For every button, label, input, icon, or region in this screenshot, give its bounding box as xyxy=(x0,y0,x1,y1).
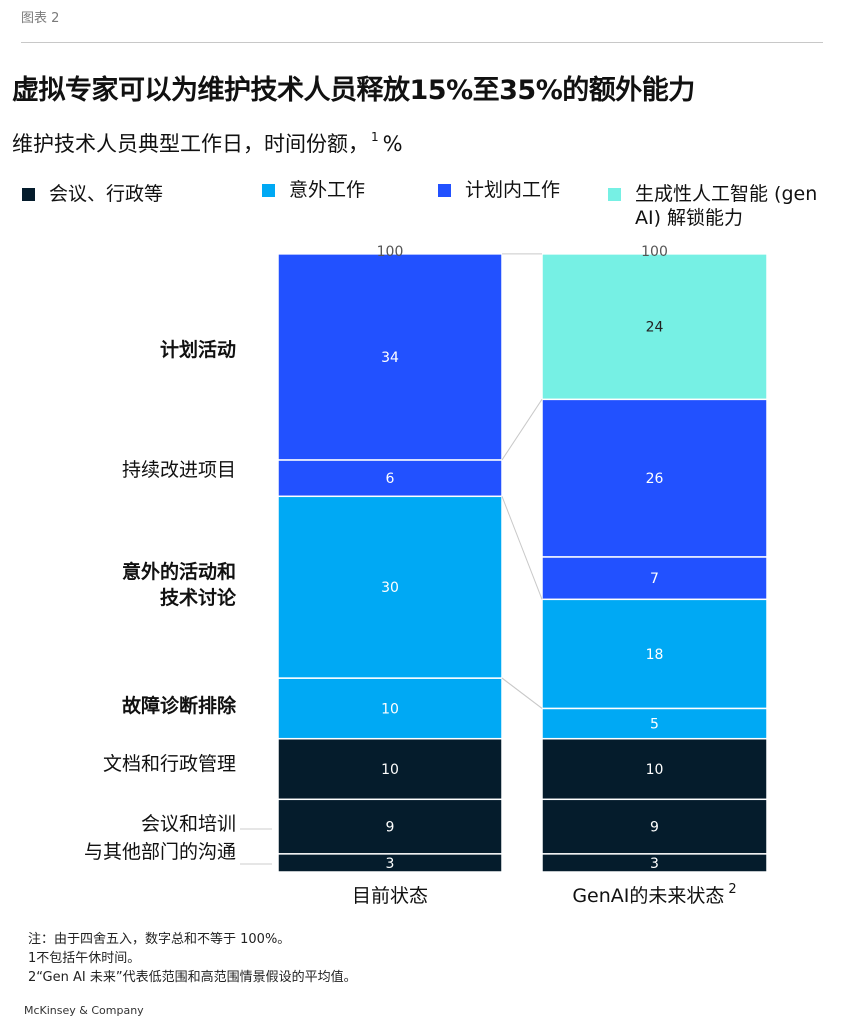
data-label-0-1: 9 xyxy=(386,820,395,836)
row-label-6-0: 与其他部门的沟通 xyxy=(84,841,236,863)
bar-1-segment-1 xyxy=(541,798,768,855)
data-label-0-3: 10 xyxy=(381,701,399,717)
bar-1-segment-5 xyxy=(541,556,768,601)
legend-label-planned: 计划内工作 xyxy=(465,179,561,201)
bar-1-segment-2 xyxy=(541,737,768,801)
connector-line-extra xyxy=(501,677,543,709)
row-label-0-0: 计划活动 xyxy=(160,338,236,361)
legend-swatch-unplanned xyxy=(262,184,275,197)
legend-swatch-genai xyxy=(608,188,621,201)
data-label-0-6: 34 xyxy=(381,350,399,366)
legend-item-unplanned: 意外工作 xyxy=(262,178,365,202)
category-footnote-ref-1: 2 xyxy=(728,882,736,897)
chart-title: 虚拟专家可以为维护技术人员释放15%至35%的额外能力 xyxy=(12,75,695,106)
bar-0-segment-6 xyxy=(277,253,503,461)
exhibit-label: 图表 2 xyxy=(21,11,60,26)
footnote-rounding: 注：由于四舍五入，数字总和不等于 100%。 xyxy=(28,932,291,947)
footnotes: 注：由于四舍五入，数字总和不等于 100%。 1不包括午休时间。 2“Gen A… xyxy=(28,930,357,987)
total-label-0: 100 xyxy=(377,244,404,260)
legend-item-meetings: 会议、行政等 xyxy=(22,182,163,206)
bar-1-segment-3 xyxy=(541,707,768,740)
row-label-1-0: 持续改进项目 xyxy=(122,459,236,481)
subtitle-unit: % xyxy=(382,132,403,156)
data-label-0-2: 10 xyxy=(381,762,399,778)
total-label-1: 100 xyxy=(641,244,668,260)
data-label-1-4: 18 xyxy=(646,647,664,663)
bar-0-segment-3 xyxy=(277,677,503,740)
header-divider xyxy=(21,42,823,43)
legend-label-unplanned: 意外工作 xyxy=(289,179,366,201)
data-label-1-5: 7 xyxy=(650,571,659,587)
legend-item-planned: 计划内工作 xyxy=(438,178,560,202)
subtitle-footnote-ref: 1 xyxy=(371,130,379,144)
legend-swatch-planned xyxy=(438,184,451,197)
row-label-2-1: 技术讨论 xyxy=(160,586,237,609)
data-label-1-7: 24 xyxy=(646,320,664,336)
footnote-1: 1不包括午休时间。 xyxy=(28,951,141,966)
legend-item-genai: 生成性人工智能 (gen AI) 解锁能力 xyxy=(608,182,840,230)
data-label-0-0: 3 xyxy=(386,856,395,872)
subtitle-text: 维护技术人员典型工作日，时间份额， xyxy=(12,132,369,156)
bar-1-segment-7 xyxy=(541,253,768,401)
bar-0-segment-2 xyxy=(277,737,503,801)
legend-label-genai: 生成性人工智能 (gen AI) 解锁能力 xyxy=(635,183,818,229)
data-label-1-0: 3 xyxy=(650,856,659,872)
connector-line-1 xyxy=(501,496,543,600)
row-label-5-0: 会议和培训 xyxy=(141,813,236,835)
data-label-1-1: 9 xyxy=(650,820,659,836)
data-label-1-6: 26 xyxy=(646,471,664,487)
bar-1-segment-6 xyxy=(541,398,768,558)
data-label-1-2: 10 xyxy=(646,762,664,778)
chart-subtitle: 维护技术人员典型工作日，时间份额， 1% xyxy=(12,128,403,158)
bar-1-segment-4 xyxy=(541,598,768,710)
row-label-2-0: 意外的活动和 xyxy=(122,560,236,583)
category-label-1: GenAI的未来状态 2 xyxy=(572,882,736,907)
data-label-1-3: 5 xyxy=(650,717,659,733)
row-label-4-0: 文档和行政管理 xyxy=(103,753,236,775)
row-label-3-0: 故障诊断排除 xyxy=(122,694,237,717)
bar-0-segment-5 xyxy=(277,459,503,498)
category-label-0: 目前状态 xyxy=(352,885,428,907)
source-label: McKinsey & Company xyxy=(24,1004,144,1017)
legend-label-meetings: 会议、行政等 xyxy=(49,183,164,205)
bar-0-segment-1 xyxy=(277,798,503,855)
data-label-0-5: 6 xyxy=(386,471,395,487)
connector-line-2 xyxy=(501,399,543,461)
legend-swatch-meetings xyxy=(22,188,35,201)
data-label-0-4: 30 xyxy=(381,580,399,596)
footnote-2: 2“Gen AI 未来”代表低范围和高范围情景假设的平均值。 xyxy=(28,970,357,985)
